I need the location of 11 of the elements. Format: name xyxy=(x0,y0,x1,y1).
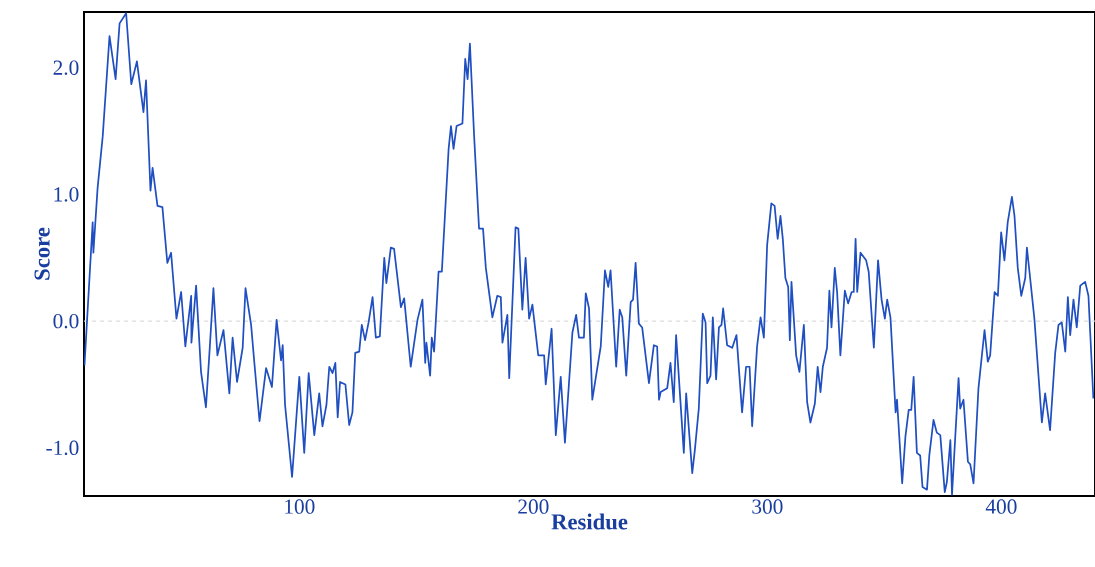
x-tick-label: 400 xyxy=(985,499,1017,514)
x-tick-label: 100 xyxy=(285,499,315,514)
y-tick-label: 1.0 xyxy=(54,187,79,202)
y-tick-label: 2.0 xyxy=(53,60,79,75)
x-tick-label: 300 xyxy=(752,499,783,514)
line-series xyxy=(84,12,1095,496)
x-tick-label: 200 xyxy=(518,499,549,514)
y-tick-label: -1.0 xyxy=(46,440,79,456)
y-tick-label: 0.0 xyxy=(53,313,79,329)
y-axis-title: Score xyxy=(34,227,50,280)
x-axis-title: Residue xyxy=(551,513,628,530)
